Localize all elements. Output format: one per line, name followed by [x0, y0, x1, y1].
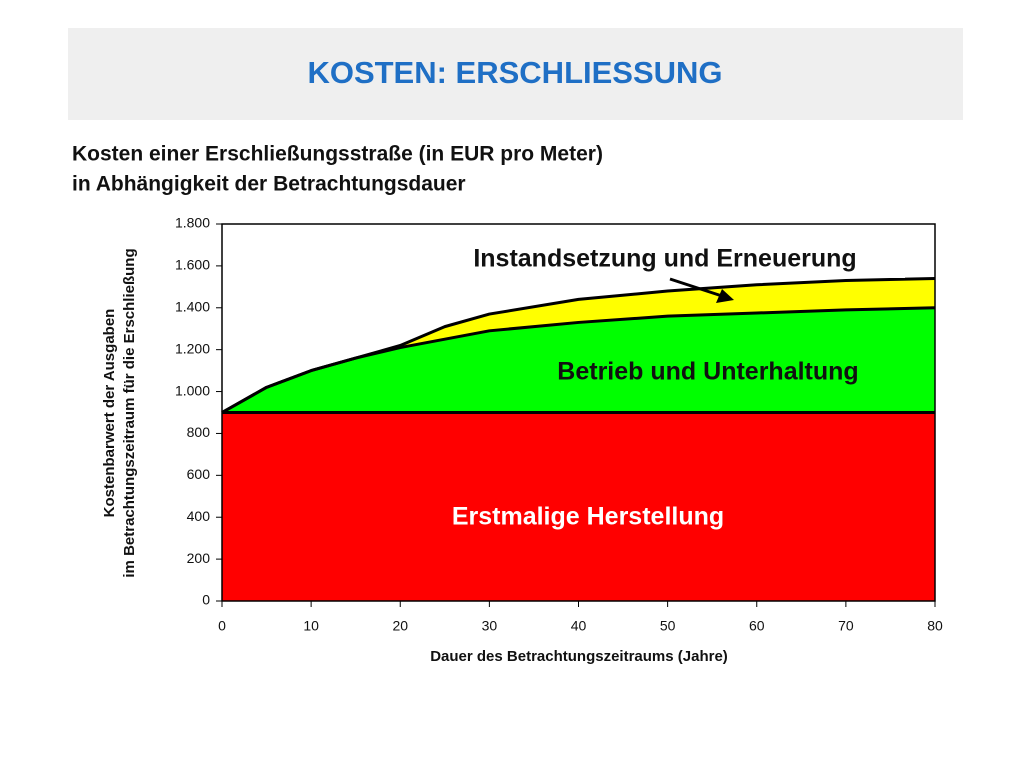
pointer-arrowhead: [716, 289, 734, 303]
x-tick-label: 20: [392, 618, 408, 634]
x-tick-label: 70: [838, 618, 854, 634]
area-edge: [221, 276, 936, 414]
y-axis-label: Kostenbarwert der Ausgaben: [101, 309, 118, 518]
y-tick-label: 1.000: [175, 382, 210, 398]
y-tick-label: 0: [202, 592, 210, 608]
x-tick-label: 10: [303, 618, 319, 634]
y-tick-label: 400: [187, 508, 211, 524]
subtitle-line: in Abhängigkeit der Betrachtungsdauer: [72, 173, 466, 196]
pointer-arrow: [669, 277, 723, 298]
series-label: Instandsetzung und Erneuerung: [473, 245, 856, 273]
y-tick-label: 1.200: [175, 340, 210, 356]
y-tick-label: 800: [187, 424, 211, 440]
x-tick-label: 30: [482, 618, 498, 634]
header-band: [68, 28, 963, 120]
y-axis-label: im Betrachtungszeitraum für die Erschlie…: [121, 248, 138, 577]
x-tick-label: 50: [660, 618, 676, 634]
plot: 0 200 400 600 800 1.000 1.200 1.400 1.600 1.800 0 1…: [175, 215, 943, 634]
y-tick-label: 1.800: [175, 215, 210, 231]
y-tick-label: 200: [187, 550, 211, 566]
area: [222, 307, 935, 413]
x-axis-label: Dauer des Betrachtungszeitraums (Jahre): [430, 648, 728, 665]
x-tick-label: 60: [749, 618, 765, 634]
series-label: Erstmalige Herstellung: [452, 503, 724, 531]
series-label: Betrieb und Unterhaltung: [557, 358, 858, 386]
x-tick-label: 0: [218, 618, 226, 634]
y-tick-label: 1.600: [175, 257, 210, 273]
subtitle-line: Kosten einer Erschließungsstraße (in EUR…: [72, 143, 603, 166]
y-tick-label: 600: [187, 466, 211, 482]
x-tick-label: 40: [571, 618, 587, 634]
y-tick-label: 1.400: [175, 298, 210, 314]
slide-title: KOSTEN: ERSCHLIESSUNG: [307, 55, 722, 90]
x-tick-label: 80: [927, 618, 943, 634]
area: [222, 412, 935, 601]
label-backdrop: [425, 240, 905, 278]
